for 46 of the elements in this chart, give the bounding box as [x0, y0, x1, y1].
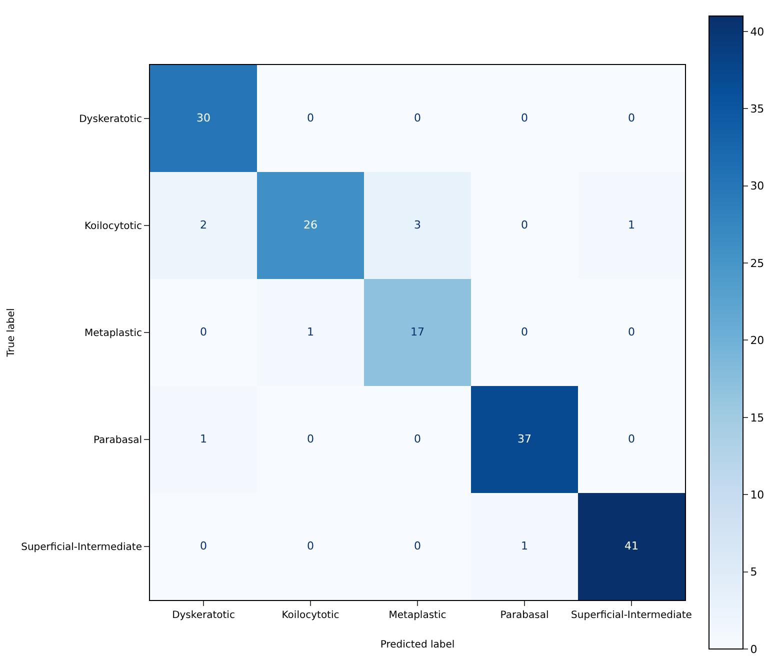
data-label: 1 — [307, 325, 314, 338]
data-label: 0 — [307, 111, 314, 124]
color-bar-label: 30 — [750, 180, 764, 193]
color-bar-label: 15 — [750, 411, 764, 424]
x-tick-label: Parabasal — [500, 610, 549, 621]
data-label: 17 — [410, 325, 424, 338]
data-label: 0 — [200, 325, 207, 338]
y-axis-title: True label — [6, 308, 18, 358]
data-label: 0 — [200, 539, 207, 552]
data-label: 1 — [200, 432, 207, 446]
x-axis-title: Predicted label — [380, 640, 455, 650]
data-label: 0 — [414, 432, 421, 446]
data-label: 0 — [307, 539, 314, 552]
x-tick-label: Superficial-Intermediate — [571, 610, 692, 621]
data-label: 0 — [414, 539, 421, 552]
color-bar-label: 40 — [750, 25, 764, 38]
color-bar-label: 20 — [750, 334, 764, 348]
data-label: 0 — [414, 111, 421, 124]
y-tick-label: Parabasal — [93, 435, 142, 446]
data-label: 0 — [628, 111, 635, 124]
data-label: 0 — [628, 432, 635, 446]
data-label: 1 — [521, 539, 528, 552]
data-label: 0 — [521, 325, 528, 338]
color-bar-label: 10 — [750, 488, 764, 502]
color-bar-label: 35 — [750, 102, 764, 116]
data-label: 3 — [414, 218, 421, 232]
x-tick-label: Koilocytotic — [282, 610, 340, 621]
data-label: 41 — [624, 539, 638, 552]
data-label: 2 — [200, 218, 207, 232]
color-bar-label: 5 — [750, 566, 758, 579]
y-tick-label: Superficial-Intermediate — [21, 542, 142, 553]
data-label: 0 — [628, 325, 635, 338]
data-label: 30 — [196, 111, 210, 124]
data-label: 0 — [521, 111, 528, 124]
color-bar-label: 25 — [750, 256, 764, 270]
data-label: 1 — [628, 218, 635, 232]
data-label: 26 — [304, 218, 318, 232]
data-label: 0 — [307, 432, 314, 446]
y-tick-label: Metaplastic — [84, 328, 142, 339]
y-tick-label: Dyskeratotic — [79, 114, 142, 125]
x-tick-label: Metaplastic — [388, 610, 446, 621]
x-tick-label: Dyskeratotic — [172, 610, 235, 621]
data-label: 37 — [518, 432, 532, 446]
color-bar-label: 0 — [750, 642, 758, 656]
y-tick-label: Koilocytotic — [84, 221, 142, 232]
data-label: 0 — [521, 218, 528, 232]
